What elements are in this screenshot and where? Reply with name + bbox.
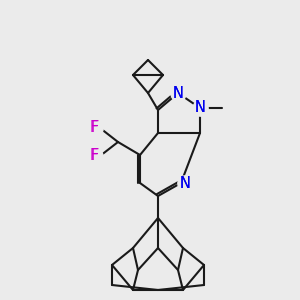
Text: N: N — [172, 85, 183, 100]
Text: N: N — [195, 100, 206, 116]
Text: F: F — [90, 121, 98, 136]
Text: N: N — [172, 85, 183, 100]
Text: F: F — [91, 121, 99, 136]
Text: N: N — [180, 176, 190, 190]
Text: F: F — [91, 148, 99, 164]
Text: N: N — [195, 100, 206, 116]
Text: F: F — [90, 148, 98, 164]
Text: N: N — [180, 176, 190, 190]
